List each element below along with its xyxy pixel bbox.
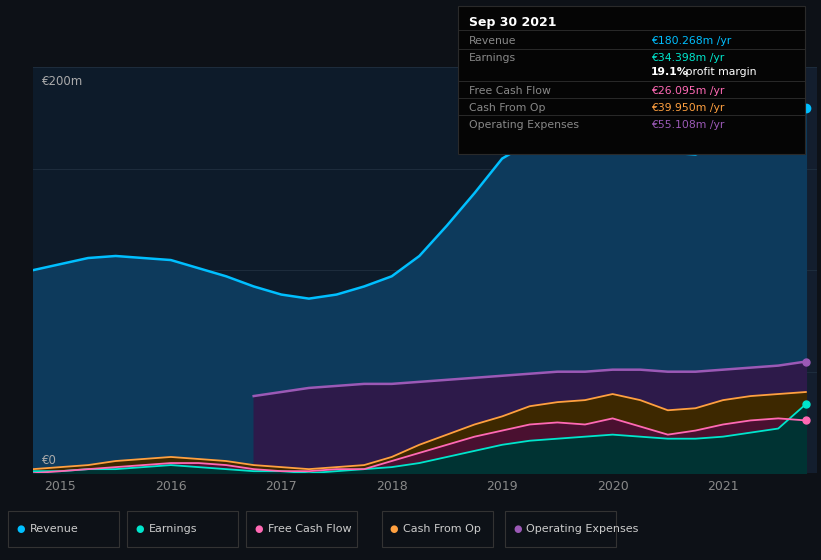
Text: ●: ● (513, 524, 521, 534)
Text: Revenue: Revenue (30, 524, 78, 534)
Text: €26.095m /yr: €26.095m /yr (651, 86, 724, 96)
Text: 19.1%: 19.1% (651, 67, 689, 77)
Text: €55.108m /yr: €55.108m /yr (651, 120, 724, 130)
Text: Cash From Op: Cash From Op (403, 524, 481, 534)
Text: Cash From Op: Cash From Op (469, 103, 545, 113)
Text: €34.398m /yr: €34.398m /yr (651, 53, 724, 63)
Text: Earnings: Earnings (149, 524, 197, 534)
Text: €39.950m /yr: €39.950m /yr (651, 103, 724, 113)
Text: Earnings: Earnings (469, 53, 516, 63)
Text: €200m: €200m (42, 75, 83, 88)
Text: ●: ● (390, 524, 398, 534)
Text: ●: ● (16, 524, 25, 534)
Text: profit margin: profit margin (682, 67, 757, 77)
Text: €180.268m /yr: €180.268m /yr (651, 36, 732, 46)
Text: Operating Expenses: Operating Expenses (526, 524, 639, 534)
Text: Free Cash Flow: Free Cash Flow (268, 524, 351, 534)
Text: ●: ● (135, 524, 144, 534)
Text: €0: €0 (42, 454, 57, 467)
Text: ●: ● (255, 524, 263, 534)
Bar (695, 67, 817, 473)
Text: Operating Expenses: Operating Expenses (469, 120, 579, 130)
Text: Sep 30 2021: Sep 30 2021 (469, 16, 557, 29)
Text: Revenue: Revenue (469, 36, 516, 46)
Text: Free Cash Flow: Free Cash Flow (469, 86, 551, 96)
